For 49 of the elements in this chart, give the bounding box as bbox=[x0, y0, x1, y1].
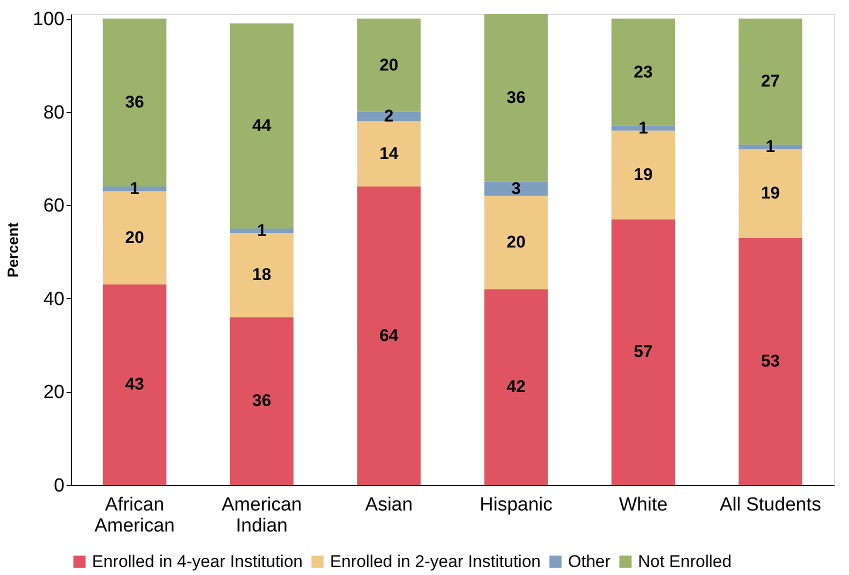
data-label: 20 bbox=[379, 55, 398, 74]
y-tick-label: 40 bbox=[43, 288, 64, 310]
data-label: 20 bbox=[506, 232, 526, 252]
x-tick-label: Hispanic bbox=[480, 494, 553, 516]
y-tick-label: 80 bbox=[43, 102, 64, 124]
legend-label: Not Enrolled bbox=[638, 552, 732, 571]
bar bbox=[357, 186, 421, 485]
y-tick-label: 100 bbox=[32, 9, 64, 30]
data-label: 1 bbox=[766, 136, 776, 156]
data-label: 23 bbox=[634, 62, 653, 82]
bar bbox=[230, 317, 294, 485]
data-label: 19 bbox=[634, 164, 653, 184]
bar bbox=[611, 219, 676, 485]
x-tick-label: All Students bbox=[720, 494, 822, 516]
data-label: 64 bbox=[379, 326, 399, 345]
legend-label: Enrolled in 4-year Institution bbox=[92, 552, 303, 571]
bar bbox=[357, 112, 421, 122]
bar bbox=[484, 289, 548, 485]
bar bbox=[484, 196, 548, 290]
data-label: 36 bbox=[252, 391, 272, 410]
y-axis-title: Percent bbox=[4, 222, 22, 278]
data-label: 53 bbox=[760, 351, 780, 370]
x-tick-label: Asian bbox=[365, 494, 413, 516]
bar bbox=[484, 182, 548, 196]
data-label: 36 bbox=[506, 88, 526, 107]
data-label: 27 bbox=[760, 72, 780, 91]
data-label: 14 bbox=[379, 144, 399, 163]
legend-label: Enrolled in 2-year Institution bbox=[330, 552, 541, 571]
data-label: 20 bbox=[125, 228, 144, 247]
bar bbox=[102, 284, 166, 485]
data-label: 2 bbox=[384, 106, 394, 126]
data-label: 19 bbox=[760, 184, 780, 203]
data-label: 36 bbox=[125, 92, 144, 112]
data-label: 3 bbox=[511, 178, 521, 198]
x-tick-label: American Indian bbox=[222, 494, 302, 536]
y-tick-label: 60 bbox=[43, 196, 64, 217]
data-label: 42 bbox=[506, 377, 526, 396]
bar bbox=[484, 14, 548, 182]
y-tick-label: 20 bbox=[43, 382, 64, 404]
data-label: 18 bbox=[252, 265, 272, 284]
bar bbox=[357, 121, 421, 187]
data-label: 44 bbox=[252, 116, 272, 135]
legend-label: Other bbox=[568, 552, 611, 571]
y-tick-label: 0 bbox=[54, 476, 64, 496]
x-tick-label: White bbox=[618, 494, 668, 516]
bar bbox=[738, 238, 802, 485]
x-tick-label: African American bbox=[94, 494, 175, 536]
data-label: 57 bbox=[634, 342, 653, 362]
data-label: 43 bbox=[125, 374, 144, 394]
